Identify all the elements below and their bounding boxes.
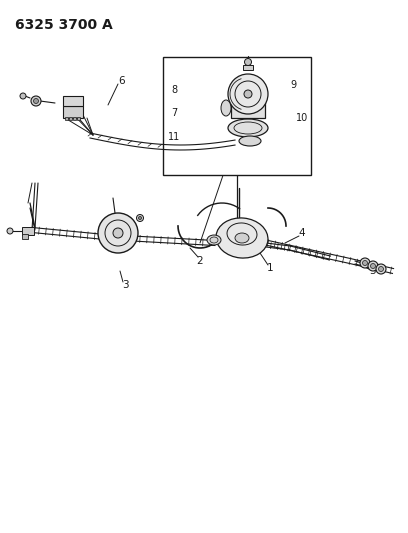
Text: 1: 1 xyxy=(267,263,273,273)
Circle shape xyxy=(7,228,13,234)
Ellipse shape xyxy=(216,218,268,258)
Text: 9: 9 xyxy=(290,80,296,90)
Ellipse shape xyxy=(221,100,231,116)
Bar xyxy=(231,92,265,118)
Circle shape xyxy=(98,213,138,253)
Bar xyxy=(69,117,72,120)
Ellipse shape xyxy=(207,235,221,245)
Circle shape xyxy=(20,93,26,99)
Circle shape xyxy=(368,261,378,271)
Circle shape xyxy=(113,228,123,238)
Circle shape xyxy=(138,216,142,220)
Circle shape xyxy=(228,74,268,114)
Text: 7: 7 xyxy=(171,108,177,118)
Bar xyxy=(163,57,311,175)
Text: 5: 5 xyxy=(370,266,376,276)
Bar xyxy=(243,65,253,70)
Bar xyxy=(22,227,34,235)
Circle shape xyxy=(379,266,384,271)
Text: 11: 11 xyxy=(168,132,180,142)
Text: 3: 3 xyxy=(122,280,128,290)
Bar xyxy=(63,96,83,106)
Text: 4: 4 xyxy=(299,228,305,238)
Circle shape xyxy=(376,264,386,274)
Ellipse shape xyxy=(235,233,249,243)
Ellipse shape xyxy=(228,119,268,137)
Text: 8: 8 xyxy=(171,85,177,95)
Bar xyxy=(73,117,76,120)
Circle shape xyxy=(33,99,38,103)
Text: 2: 2 xyxy=(197,256,203,266)
Bar xyxy=(63,106,83,118)
Circle shape xyxy=(244,59,251,66)
Circle shape xyxy=(360,258,370,268)
Circle shape xyxy=(370,263,375,269)
Circle shape xyxy=(137,214,144,222)
Circle shape xyxy=(31,96,41,106)
Ellipse shape xyxy=(239,136,261,146)
Bar xyxy=(77,117,80,120)
Bar xyxy=(65,117,68,120)
Text: 6325 3700 A: 6325 3700 A xyxy=(15,18,113,32)
Text: 10: 10 xyxy=(296,113,308,123)
Bar xyxy=(22,234,28,239)
Circle shape xyxy=(362,261,368,265)
Text: 6: 6 xyxy=(119,76,125,86)
Circle shape xyxy=(244,90,252,98)
